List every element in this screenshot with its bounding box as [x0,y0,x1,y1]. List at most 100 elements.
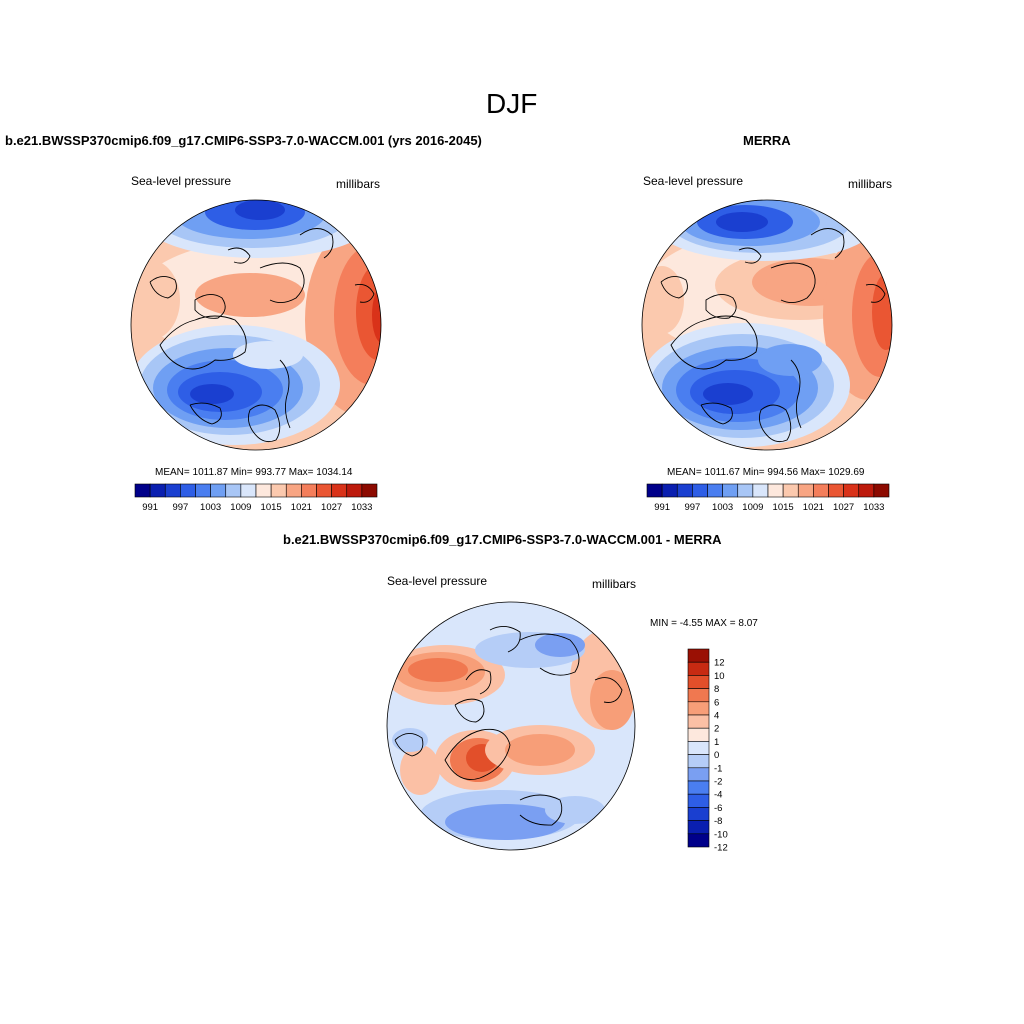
diff-colorbar-box [687,767,710,782]
model-coastlines [149,228,375,443]
diff-colorbar-tick-label: 6 [714,697,719,708]
obs-colorbar-tick-label: 1015 [773,502,794,513]
model-colorbar-box [164,483,181,498]
obs-colorbar-tick-label: 1033 [863,502,884,513]
model-field-region [195,273,305,317]
diff-colorbar-tick-label: -2 [714,777,722,788]
model-colorbar-box [255,483,272,498]
model-colorbar-tick-label: 1021 [291,502,312,513]
diff-map-boundary [386,601,636,851]
diff-colorbar-box [687,793,710,808]
diff-stats: MIN = -4.55 MAX = 8.07 [650,618,758,629]
obs-colorbar-box [737,483,754,498]
obs-colorbar-tick-label: 1003 [712,502,733,513]
obs-field-region [758,344,822,376]
diff-colorbar-box [687,754,710,769]
model-left-label: Sea-level pressure [131,174,232,188]
diff-colorbar-box [687,780,710,795]
obs-colorbar-box [646,483,663,498]
diff-colorbar-box [687,661,710,676]
model-field-region [372,287,381,343]
obs-colorbar-box [873,483,890,498]
model-colorbar-box [195,483,211,498]
model-colorbar-box [346,483,363,498]
obs-colorbar-tick-label: 1009 [742,502,763,513]
diff-colorbar-tick-label: 4 [714,711,719,722]
obs-left-label: Sea-level pressure [643,174,744,188]
obs-field-region [703,383,753,405]
model-colorbar-box [134,483,151,498]
model-colorbar-tick-label: 1009 [230,502,251,513]
diff-panel-title: b.e21.BWSSP370cmip6.f09_g17.CMIP6-SSP3-7… [283,532,722,547]
model-colorbar-box [210,483,227,498]
diff-colorbar-box [687,727,710,742]
obs-colorbar-box [797,483,814,498]
obs-colorbar-tick-label: 1021 [803,502,824,513]
diff-colorbar-box [687,688,710,703]
diff-colorbar-tick-label: 2 [714,724,719,735]
model-colorbar-box [180,483,196,498]
diff-colorbar-box [687,820,710,835]
obs-colorbar-box [813,483,829,498]
obs-colorbar-box [752,483,769,498]
diff-colorbar-box [687,833,710,848]
obs-colorbar-tick-label: 1027 [833,502,854,513]
diff-colorbar-box [687,807,710,821]
obs-colorbar-box [722,483,739,498]
obs-panel-title: MERRA [743,133,791,148]
obs-colorbar-box [692,483,708,498]
diff-colorbar-box [687,741,710,755]
model-field-region [233,341,303,369]
diff-colorbar-box [687,714,710,729]
figure-title: DJF [486,88,538,119]
diff-left-label: Sea-level pressure [387,574,488,588]
obs-field-region [716,212,768,232]
diff-field-region [408,658,468,682]
obs-colorbar-box [661,483,678,498]
diff-field-region [590,670,634,730]
diff-colorbar-tick-label: -12 [714,843,728,854]
obs-colorbar-box [858,483,875,498]
diff-field-region [400,745,440,795]
obs-colorbar-box [782,483,799,498]
obs-field-region [642,266,684,334]
model-colorbar-box [225,483,242,498]
model-field-region [235,200,285,220]
diff-colorbar-tick-label: -6 [714,803,722,814]
model-colorbar-box [240,483,257,498]
obs-map-boundary [641,199,893,451]
diff-colorbar-tick-label: 10 [714,671,725,682]
obs-stats: MEAN= 1011.67 Min= 994.56 Max= 1029.69 [667,467,865,478]
model-colorbar-box [331,483,348,498]
diff-field-region [535,633,585,657]
model-colorbar-box [301,483,317,498]
obs-colorbar-box [828,483,844,498]
diff-colorbar-box [687,675,710,689]
diff-colorbar-tick-label: 1 [714,737,719,748]
model-colorbar-box [270,483,287,498]
model-colorbar-box [316,483,332,498]
diff-field-region [545,796,605,824]
model-map-boundary [130,199,382,451]
diff-coastlines [394,626,623,826]
diff-colorbar-tick-label: -8 [714,816,722,827]
model-field-region [131,260,180,340]
obs-colorbar: 991 997 1003 1009 1015 1021 1027 1033 [646,483,890,513]
model-colorbar-tick-label: 1033 [351,502,372,513]
diff-colorbar-tick-label: 8 [714,684,719,695]
diff-map [387,602,635,850]
diff-colorbar-tick-label: -4 [714,790,722,801]
obs-coastlines [660,228,886,443]
model-colorbar-tick-label: 991 [142,502,158,513]
obs-field-region [872,274,892,350]
model-colorbar-tick-label: 1027 [321,502,342,513]
diff-colorbar-tick-label: 12 [714,658,725,669]
obs-colorbar-box [767,483,784,498]
obs-colorbar-box [707,483,723,498]
obs-colorbar-tick-label: 997 [684,502,700,513]
model-colorbar-box [361,483,378,498]
diff-field-region [445,804,565,840]
obs-colorbar-tick-label: 991 [654,502,670,513]
